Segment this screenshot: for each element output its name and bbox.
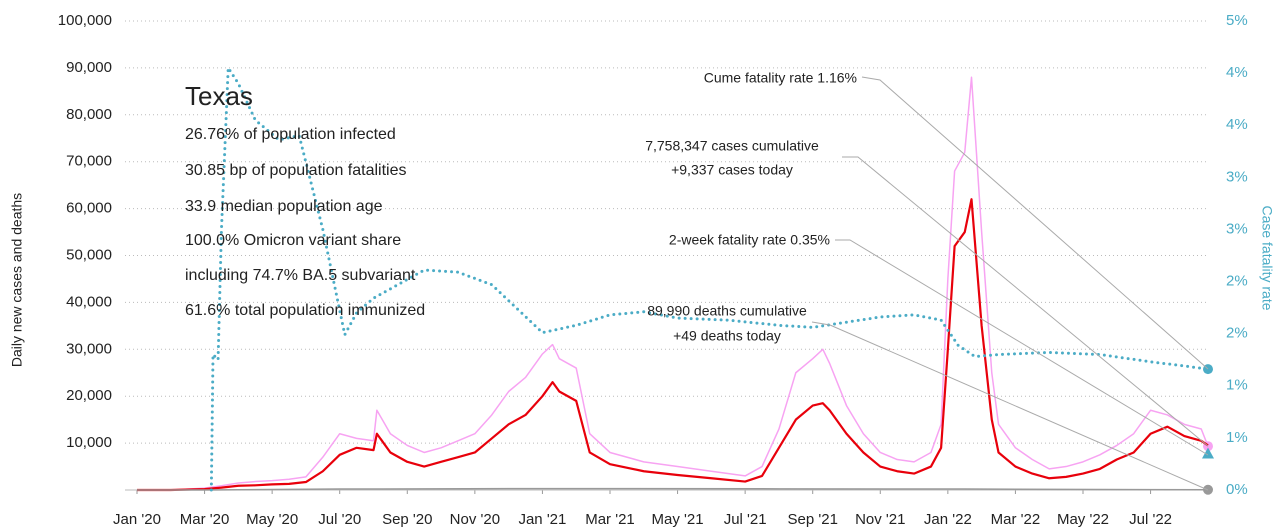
y2-tick-label: 0% bbox=[1226, 481, 1248, 498]
y-tick-label: 100,000 bbox=[58, 12, 112, 29]
callouts: Cume fatality rate 1.16% 7,758,347 cases… bbox=[645, 70, 1209, 491]
y-tick-label: 50,000 bbox=[66, 246, 112, 263]
info-line: 26.76% of population infected bbox=[185, 126, 396, 143]
y2-tick-label: 4% bbox=[1226, 64, 1248, 81]
plot bbox=[136, 66, 1214, 495]
x-tick-label: Jul '21 bbox=[724, 511, 767, 528]
y2-axis-title: Case fatality rate bbox=[1259, 205, 1275, 310]
info-title: Texas bbox=[185, 81, 253, 111]
annotation: 7,758,347 cases cumulative bbox=[645, 138, 819, 154]
x-tick-label: Nov '21 bbox=[855, 511, 905, 528]
leader-line bbox=[842, 156, 1209, 447]
x-tick-label: Jan '21 bbox=[518, 511, 566, 528]
info-line: 30.85 bp of population fatalities bbox=[185, 162, 407, 179]
info-line: 61.6% total population immunized bbox=[185, 302, 425, 319]
leader-line bbox=[835, 239, 1209, 456]
y-tick-label: 30,000 bbox=[66, 340, 112, 357]
y-tick-label: 40,000 bbox=[66, 293, 112, 310]
y2-tick-label: 2% bbox=[1226, 325, 1248, 342]
x-tick-label: May '20 bbox=[246, 511, 298, 528]
x-tick-label: Nov '20 bbox=[450, 511, 500, 528]
info-line: 100.0% Omicron variant share bbox=[185, 232, 401, 249]
leader-line bbox=[811, 321, 1209, 491]
x-tick-label: May '22 bbox=[1057, 511, 1109, 528]
y-tick-label: 70,000 bbox=[66, 153, 112, 170]
series-line bbox=[137, 198, 1209, 492]
x-tick-label: Sep '21 bbox=[788, 511, 838, 528]
y-tick-label: 10,000 bbox=[66, 434, 112, 451]
x-tick-label: Mar '21 bbox=[585, 511, 635, 528]
series-line bbox=[137, 76, 1209, 491]
y2-tick-label: 3% bbox=[1226, 220, 1248, 237]
y-tick-label: 20,000 bbox=[66, 387, 112, 404]
y2-tick-label: 3% bbox=[1226, 168, 1248, 185]
x-tick-label: May '21 bbox=[652, 511, 704, 528]
y2-tick-label: 5% bbox=[1226, 12, 1248, 29]
x-tick-label: Jan '20 bbox=[113, 511, 161, 528]
grid: 10,000 20,000 30,000 40,000 50,000 60,000 70,0… bbox=[58, 12, 1248, 528]
annotation: 89,990 deaths cumulative bbox=[647, 303, 807, 319]
info-line: 33.9 median population age bbox=[185, 198, 383, 215]
x-tick-label: Jul '20 bbox=[318, 511, 361, 528]
y-tick-label: 60,000 bbox=[66, 200, 112, 217]
y2-tick-label: 1% bbox=[1226, 377, 1248, 394]
x-tick-label: Mar '20 bbox=[180, 511, 230, 528]
x-tick-label: Jan '22 bbox=[924, 511, 972, 528]
end-marker bbox=[1202, 447, 1214, 459]
series-line bbox=[136, 487, 1209, 491]
x-tick-label: Jul '22 bbox=[1129, 511, 1172, 528]
x-tick-label: Mar '22 bbox=[991, 511, 1041, 528]
y2-tick-label: 4% bbox=[1226, 116, 1248, 133]
annotation: 2-week fatality rate 0.35% bbox=[669, 232, 830, 248]
annotation: +9,337 cases today bbox=[671, 162, 793, 178]
y-tick-label: 80,000 bbox=[66, 106, 112, 123]
info-line: including 74.7% BA.5 subvariant bbox=[185, 267, 416, 284]
annotation: Cume fatality rate 1.16% bbox=[704, 70, 857, 86]
x-tick-label: Sep '20 bbox=[382, 511, 432, 528]
y-axis-title: Daily new cases and deaths bbox=[9, 193, 25, 367]
annotation: +49 deaths today bbox=[673, 328, 781, 344]
series-line bbox=[209, 66, 1210, 492]
y2-tick-label: 1% bbox=[1226, 429, 1248, 446]
y2-tick-label: 2% bbox=[1226, 273, 1248, 290]
leader-line bbox=[861, 76, 1209, 370]
info-box: Texas 26.76% of population infected 30.8… bbox=[185, 81, 425, 319]
y-tick-label: 90,000 bbox=[66, 59, 112, 76]
